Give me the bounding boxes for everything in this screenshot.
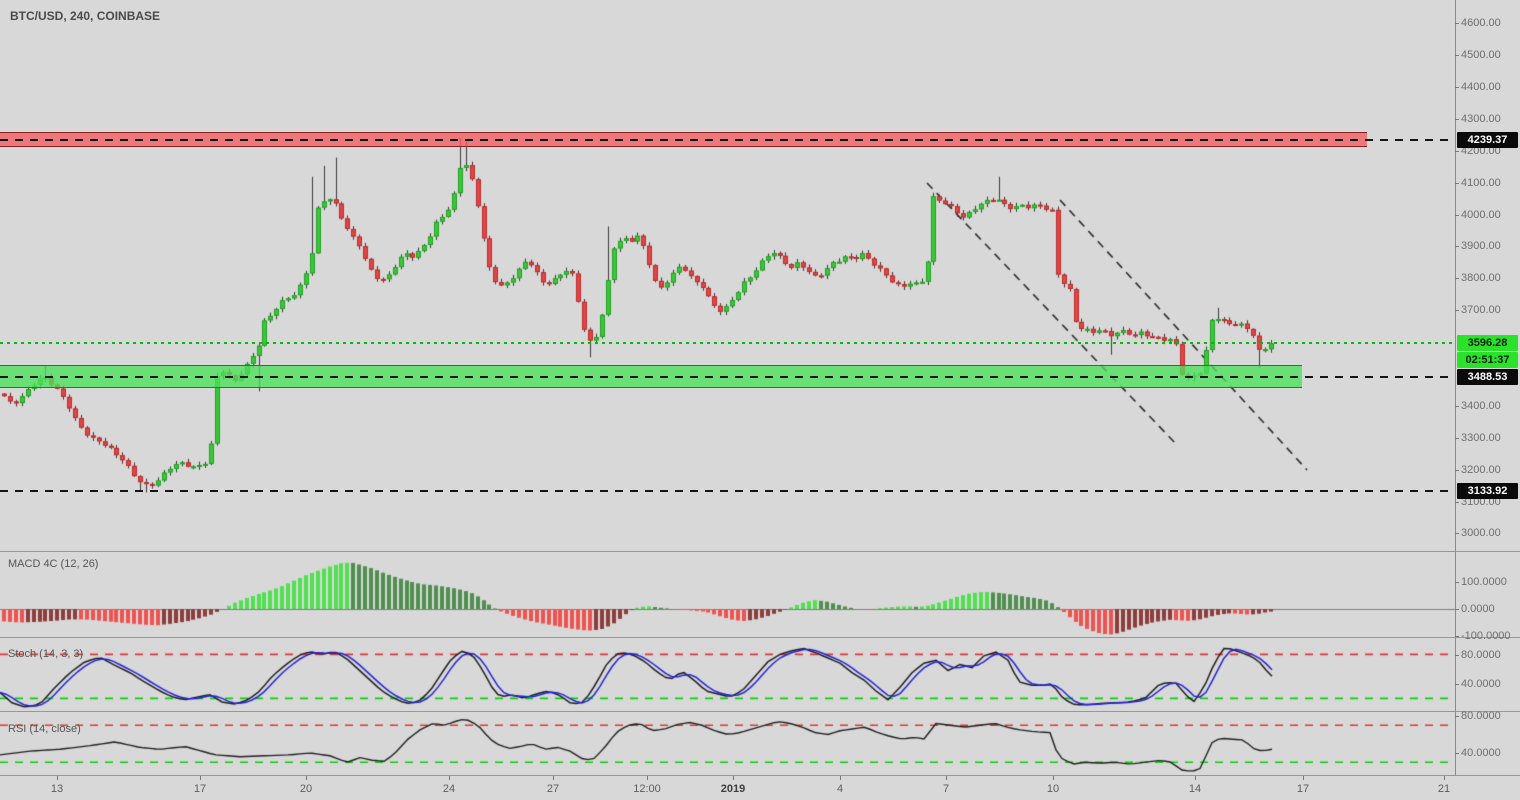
price-tick-label: 4300.00	[1461, 113, 1501, 125]
support-level-line[interactable]	[0, 376, 1455, 378]
time-tick-label: 2019	[720, 783, 746, 795]
price-tick-label: 40.0000	[1461, 747, 1501, 759]
price-tick-mark	[1455, 636, 1459, 637]
price-tick-label: 100.0000	[1461, 576, 1507, 588]
time-tick-label: 10	[1046, 783, 1060, 795]
price-tick-mark	[1455, 87, 1459, 88]
swing-low-price-label: 3133.92	[1457, 483, 1518, 499]
price-tick-label: 0.0000	[1461, 603, 1495, 615]
time-tick-label: 14	[1188, 783, 1202, 795]
time-tick-label: 27	[546, 783, 560, 795]
time-tick-label: 17	[193, 783, 207, 795]
price-tick-mark	[1455, 246, 1459, 247]
time-tick-label: 4	[836, 783, 844, 795]
support-price-label: 3488.53	[1457, 369, 1518, 385]
time-tick-mark	[57, 776, 58, 780]
time-tick-mark	[306, 776, 307, 780]
price-tick-mark	[1455, 609, 1459, 610]
price-tick-mark	[1455, 684, 1459, 685]
time-tick-mark	[200, 776, 201, 780]
time-tick-label: 17	[1296, 783, 1310, 795]
price-tick-mark	[1455, 655, 1459, 656]
time-tick-mark	[1444, 776, 1445, 780]
price-tick-label: 3300.00	[1461, 432, 1501, 444]
current-price-line	[0, 342, 1455, 344]
time-tick-label: 13	[50, 783, 64, 795]
price-tick-label: 3000.00	[1461, 527, 1501, 539]
time-tick-mark	[733, 776, 734, 780]
time-tick-mark	[1303, 776, 1304, 780]
macd-pane-label[interactable]: MACD 4C (12, 26)	[8, 558, 99, 570]
price-tick-mark	[1455, 310, 1459, 311]
current-price-label: 3596.28	[1457, 335, 1518, 351]
time-tick-mark	[1195, 776, 1196, 780]
price-axis-border	[1455, 0, 1456, 776]
pane-border-macd-stoch[interactable]	[0, 637, 1520, 638]
resistance-level-line[interactable]	[0, 139, 1455, 141]
price-tick-label: 3100.00	[1461, 496, 1501, 508]
price-tick-label: 80.0000	[1461, 649, 1501, 661]
time-tick-mark	[840, 776, 841, 780]
price-tick-mark	[1455, 183, 1459, 184]
price-tick-mark	[1455, 438, 1459, 439]
price-tick-label: 80.0000	[1461, 710, 1501, 722]
time-tick-mark	[1053, 776, 1054, 780]
pane-border-main-macd[interactable]	[0, 551, 1520, 552]
price-tick-label: 3900.00	[1461, 240, 1501, 252]
price-tick-mark	[1455, 23, 1459, 24]
price-tick-label: 4200.00	[1461, 145, 1501, 157]
time-tick-label: 12:00	[633, 783, 661, 795]
time-tick-mark	[449, 776, 450, 780]
price-tick-label: 4100.00	[1461, 177, 1501, 189]
price-tick-mark	[1455, 582, 1459, 583]
price-tick-label: 4400.00	[1461, 81, 1501, 93]
pane-border-stoch-rsi[interactable]	[0, 711, 1520, 712]
price-tick-mark	[1455, 215, 1459, 216]
time-tick-label: 20	[299, 783, 313, 795]
stoch-pane-label[interactable]: Stoch (14, 3, 3)	[8, 648, 84, 660]
price-tick-mark	[1455, 151, 1459, 152]
price-tick-mark	[1455, 470, 1459, 471]
price-tick-label: 3700.00	[1461, 304, 1501, 316]
time-tick-label: 24	[442, 783, 456, 795]
price-tick-mark	[1455, 406, 1459, 407]
candle-countdown-label: 02:51:37	[1457, 352, 1518, 368]
time-tick-mark	[946, 776, 947, 780]
price-tick-mark	[1455, 502, 1459, 503]
price-tick-mark	[1455, 55, 1459, 56]
price-tick-label: 4000.00	[1461, 209, 1501, 221]
time-tick-label: 7	[942, 783, 950, 795]
price-tick-label: 40.0000	[1461, 678, 1501, 690]
price-tick-label: 3200.00	[1461, 464, 1501, 476]
time-tick-label: 21	[1437, 783, 1451, 795]
time-axis-border	[0, 775, 1520, 776]
price-tick-mark	[1455, 119, 1459, 120]
price-tick-mark	[1455, 716, 1459, 717]
rsi-pane-label[interactable]: RSI (14, close)	[8, 723, 81, 735]
time-tick-mark	[553, 776, 554, 780]
symbol-title[interactable]: BTC/USD, 240, COINBASE	[10, 9, 161, 23]
price-tick-label: 4500.00	[1461, 49, 1501, 61]
price-tick-mark	[1455, 753, 1459, 754]
swing-low-level-line[interactable]	[0, 490, 1455, 492]
price-tick-label: 3800.00	[1461, 272, 1501, 284]
resistance-price-label: 4239.37	[1457, 132, 1518, 148]
price-tick-label: -100.0000	[1461, 630, 1511, 642]
price-tick-label: 4600.00	[1461, 17, 1501, 29]
price-tick-mark	[1455, 278, 1459, 279]
time-tick-mark	[647, 776, 648, 780]
price-tick-mark	[1455, 533, 1459, 534]
price-tick-label: 3400.00	[1461, 400, 1501, 412]
